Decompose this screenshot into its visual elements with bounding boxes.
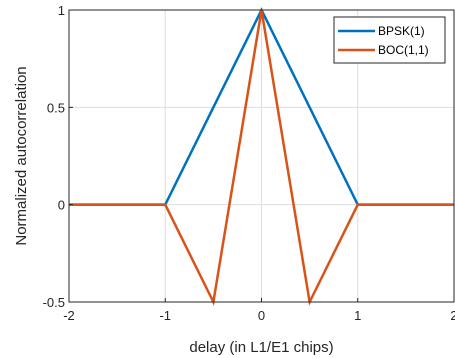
x-tick-label: -1	[159, 308, 171, 323]
legend-box	[333, 16, 446, 64]
x-tick-label: 1	[354, 308, 361, 323]
y-tick-label: 1	[58, 3, 65, 18]
x-axis-label: delay (in L1/E1 chips)	[189, 339, 333, 356]
x-tick-label: 0	[258, 308, 265, 323]
y-axis-label: Normalized autocorrelation	[13, 66, 30, 245]
x-tick-label: 2	[450, 308, 455, 323]
legend: BPSK(1) BOC(1,1)	[333, 16, 446, 64]
legend-label-bpsk: BPSK(1)	[378, 24, 425, 38]
y-tick-label: 0	[58, 198, 65, 213]
legend-label-boc: BOC(1,1)	[378, 43, 429, 57]
axis-ticks: -2 -1 0 1 2 -0.5 0 0.5 1	[43, 3, 455, 323]
y-tick-label: 0.5	[47, 100, 65, 115]
x-tick-label: -2	[63, 308, 75, 323]
y-tick-label: -0.5	[43, 295, 65, 310]
